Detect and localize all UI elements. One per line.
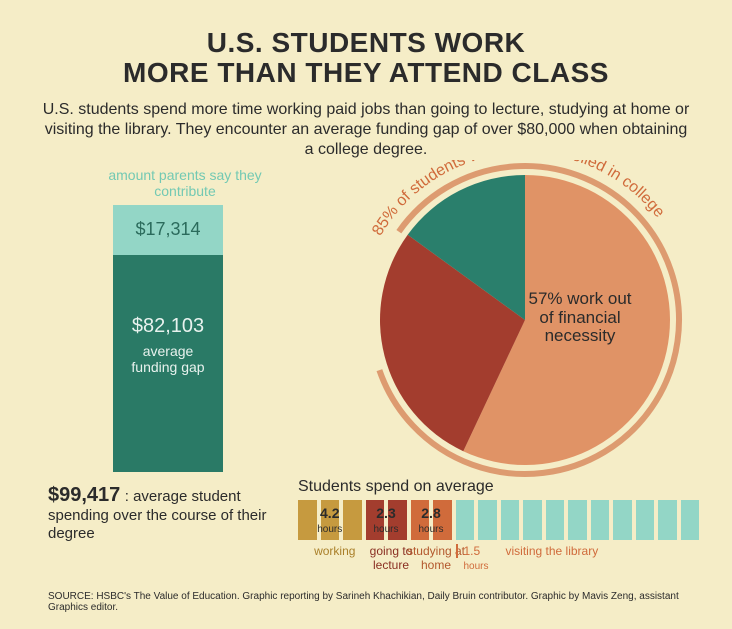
tape-value-lecture: 2.3hours	[363, 506, 409, 535]
tape-value-library: 1.5hours	[464, 544, 489, 572]
tape-sub-studying: studying at home	[401, 544, 471, 572]
tape-square	[523, 500, 542, 540]
infographic-canvas: U.S. STUDENTS WORK MORE THAN THEY ATTEND…	[0, 0, 732, 629]
bar-segment-value-0: $17,314	[113, 219, 223, 240]
tape-leader-line	[456, 544, 458, 558]
title-line-2: MORE THAN THEY ATTEND CLASS	[0, 58, 732, 88]
tape-square	[456, 500, 475, 540]
bar-segment-1: $82,103 averagefunding gap	[113, 255, 223, 472]
bar-segment-value-1: $82,103	[113, 315, 223, 338]
tape-square	[636, 500, 655, 540]
bar-total-block: $99,417 : average student spending over …	[48, 484, 278, 543]
pie-center-line3: necessity	[515, 327, 645, 346]
hours-tape: 4.2hours 2.3hours2.8hours	[298, 500, 699, 540]
page-title: U.S. STUDENTS WORK MORE THAN THEY ATTEND…	[0, 28, 732, 88]
tape-square	[658, 500, 677, 540]
bar-total-value: $99,417	[48, 484, 120, 506]
tape-square	[591, 500, 610, 540]
bar-top-caption: amount parents say they contribute	[100, 167, 270, 199]
pie-center-line2: of financial	[515, 309, 645, 328]
pie-center-label: 57% work out of financial necessity	[515, 290, 645, 346]
page-subtitle: U.S. students spend more time working pa…	[40, 100, 692, 160]
title-line-1: U.S. STUDENTS WORK	[0, 28, 732, 58]
tape-square	[478, 500, 497, 540]
tape-value-studying: 2.8hours	[408, 506, 454, 535]
tape-square	[546, 500, 565, 540]
source-line: SOURCE: HSBC's The Value of Education. G…	[48, 591, 684, 613]
pie-center-line1: 57% work out	[515, 290, 645, 309]
bar-segment-0: $17,314	[113, 205, 223, 255]
tape-sub-library: visiting the library	[506, 544, 626, 558]
tape-square	[568, 500, 587, 540]
tape-title: Students spend on average	[298, 478, 494, 496]
tape-square	[613, 500, 632, 540]
funding-bar: $17,314 $82,103 averagefunding gap	[113, 205, 223, 472]
bar-segment-sub-1: averagefunding gap	[113, 343, 223, 375]
tape-square	[681, 500, 700, 540]
tape-square	[501, 500, 520, 540]
tape-value-working: 4.2hours	[307, 506, 353, 535]
